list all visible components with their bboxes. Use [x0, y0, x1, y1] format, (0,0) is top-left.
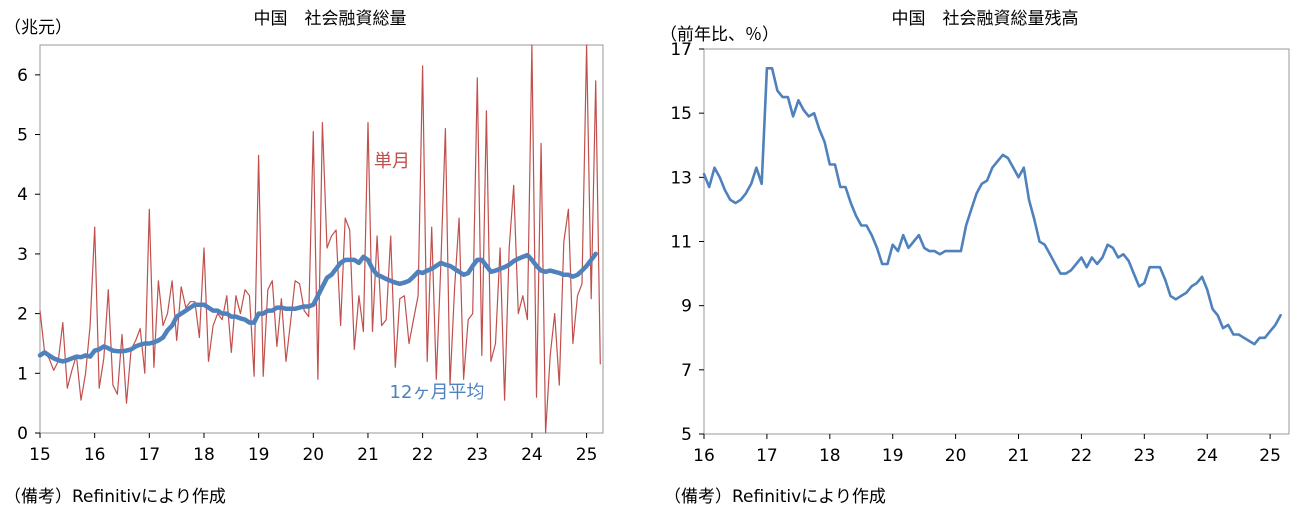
series-line-monthly: [39, 44, 601, 434]
series-line-yoy-growth: [702, 67, 1282, 346]
y-tick-label: 11: [670, 233, 692, 253]
plot-area-frame: [39, 44, 604, 434]
x-tick-label: 19: [882, 446, 904, 466]
chart-panel-social-financing-flow: 中国 社会融資総量 （兆元） 0 1 2 3 4 5 6 15 16 17 18 19 20 21 22 23 24…: [0, 0, 620, 513]
y-tick-label: 6: [17, 66, 28, 86]
y-tick-label: 3: [17, 245, 28, 265]
x-tick-label: 21: [357, 445, 379, 465]
x-tick-label: 22: [1071, 446, 1093, 466]
x-tick-label: 22: [412, 445, 434, 465]
chart-title: 中国 社会融資総量残高: [892, 9, 1079, 29]
x-tick-label: 16: [84, 445, 106, 465]
chart-title: 中国 社会融資総量: [254, 9, 407, 29]
series-label-12-month-average: 12ヶ月平均: [390, 382, 485, 403]
y-tick-label: 5: [681, 425, 692, 445]
series-line-12-month-average: [37, 251, 598, 364]
y-tick-label: 13: [670, 168, 692, 188]
y-tick-label: 2: [17, 305, 28, 325]
y-tick-label: 0: [17, 424, 28, 444]
x-tick-label: 21: [1008, 446, 1030, 466]
x-tick-label: 24: [1196, 446, 1218, 466]
x-tick-label: 19: [248, 445, 270, 465]
chart-panel-social-financing-stock: 中国 社会融資総量残高 （前年比、％） 5 7 9 11 13 15 17 16 17 18 19 20 2…: [640, 0, 1301, 513]
x-tick-label: 24: [521, 445, 543, 465]
x-tick-label: 16: [693, 446, 715, 466]
source-note: （備考）Refinitivにより作成: [4, 487, 226, 507]
y-axis-unit-label: （前年比、％）: [660, 25, 779, 45]
x-tick-label: 25: [576, 445, 598, 465]
x-tick-label: 20: [945, 446, 967, 466]
y-tick-label: 5: [17, 126, 28, 146]
x-tick-label: 25: [1259, 446, 1281, 466]
chart-social-financing-stock: 中国 社会融資総量残高 （前年比、％） 5 7 9 11 13 15 17 16 17 18 19 20 2…: [660, 9, 1290, 466]
y-tick-label: 9: [681, 297, 692, 317]
x-tick-label: 18: [819, 446, 841, 466]
y-tick-label: 17: [670, 40, 692, 60]
y-tick-label: 4: [17, 185, 28, 205]
series-label-monthly: 単月: [374, 151, 410, 172]
y-tick-label: 7: [681, 361, 692, 381]
x-tick-label: 17: [139, 445, 161, 465]
x-tick-label: 18: [193, 445, 215, 465]
y-tick-label: 1: [17, 364, 28, 384]
x-tick-label: 23: [1134, 446, 1156, 466]
y-axis-unit-label: （兆元）: [4, 18, 72, 38]
x-tick-label: 20: [302, 445, 324, 465]
x-tick-label: 23: [466, 445, 488, 465]
y-tick-label: 15: [670, 104, 692, 124]
source-note: （備考）Refinitivにより作成: [664, 487, 886, 507]
x-tick-label: 15: [29, 445, 51, 465]
x-tick-label: 17: [756, 446, 778, 466]
